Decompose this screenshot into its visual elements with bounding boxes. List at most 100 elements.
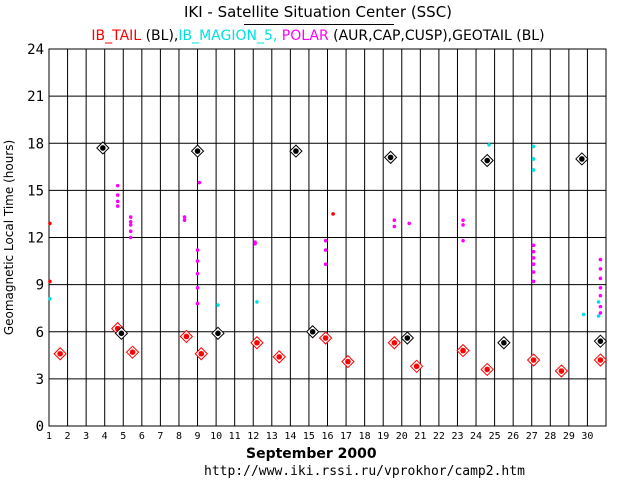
data-point <box>484 157 490 164</box>
data-point <box>215 330 221 337</box>
data-point <box>391 339 398 346</box>
data-point <box>118 330 125 337</box>
data-point <box>195 285 200 290</box>
data-point <box>461 218 465 223</box>
data-point <box>182 215 187 219</box>
x-tick-label: 27 <box>526 431 538 442</box>
data-point <box>115 193 120 197</box>
data-point <box>345 358 351 365</box>
x-tick-label: 17 <box>340 431 352 442</box>
x-tick-label: 20 <box>396 431 408 442</box>
x-tick-label: 26 <box>507 431 519 442</box>
data-point <box>596 314 601 318</box>
x-tick-label: 22 <box>433 431 445 442</box>
data-point <box>598 285 603 290</box>
x-tick-label: 28 <box>544 431 556 442</box>
data-point <box>558 368 565 374</box>
x-axis-month-label: September 2000 <box>246 446 377 462</box>
x-tick-label: 18 <box>359 431 371 442</box>
data-point <box>501 339 507 346</box>
data-point <box>387 154 394 161</box>
data-point <box>531 256 536 260</box>
data-point <box>598 293 603 298</box>
data-point <box>596 300 601 304</box>
y-tick-label: 9 <box>36 278 44 294</box>
subtitle-part: IB_TAIL <box>91 28 142 44</box>
x-tick-label: 5 <box>120 431 126 442</box>
plot-frame <box>48 48 607 427</box>
data-point <box>323 248 328 252</box>
x-tick-label: 24 <box>470 431 482 442</box>
data-point <box>195 271 200 276</box>
x-tick-label: 19 <box>377 431 389 442</box>
x-tick-label: 29 <box>563 431 575 442</box>
y-tick-label: 6 <box>36 325 44 341</box>
x-tick-label: 30 <box>581 431 593 442</box>
data-point <box>331 212 335 216</box>
data-point <box>323 262 328 267</box>
data-point <box>48 279 52 284</box>
data-point <box>407 221 411 226</box>
x-tick-label: 1 <box>46 431 52 442</box>
data-point <box>461 238 465 243</box>
title-underline <box>244 24 394 25</box>
x-tick-label: 21 <box>414 431 426 442</box>
data-point <box>531 270 536 274</box>
data-point <box>183 333 190 340</box>
x-tick-label: 2 <box>65 431 71 442</box>
data-point <box>309 328 316 335</box>
data-point <box>254 339 260 346</box>
y-tick-label: 18 <box>27 136 44 152</box>
data-point <box>129 349 136 355</box>
data-point <box>253 241 257 246</box>
data-point <box>48 221 52 226</box>
subtitle-part: POLAR <box>277 28 329 44</box>
data-point <box>392 218 397 223</box>
data-point <box>530 357 537 363</box>
data-point <box>197 180 202 185</box>
data-point <box>460 347 466 354</box>
y-axis-label: Geomagnetic Local Time (hours) <box>2 140 16 335</box>
x-tick-label: 10 <box>210 431 222 442</box>
x-tick-label: 8 <box>176 431 182 442</box>
y-tick-label: 21 <box>27 89 44 105</box>
y-tick-label: 12 <box>27 231 44 247</box>
data-point <box>413 363 420 370</box>
data-point <box>293 148 299 154</box>
x-tick-label: 9 <box>195 431 201 442</box>
data-point <box>531 249 536 254</box>
data-point <box>461 223 465 227</box>
data-point <box>597 338 604 344</box>
data-point <box>195 301 200 306</box>
data-point <box>115 199 120 204</box>
data-point <box>115 204 120 208</box>
y-tick-label: 15 <box>27 183 44 199</box>
x-tick-label: 4 <box>102 431 108 442</box>
data-point <box>276 354 283 360</box>
x-tick-label: 25 <box>489 431 501 442</box>
data-point <box>128 229 133 234</box>
x-tick-label: 14 <box>284 431 296 442</box>
data-point <box>194 148 201 154</box>
data-point <box>531 168 536 172</box>
data-point <box>392 224 397 229</box>
data-point <box>531 279 536 284</box>
data-point <box>531 243 536 248</box>
chart-title: IKI - Satellite Situation Center (SSC) <box>183 3 453 21</box>
source-url-link[interactable]: http://www.iki.rssi.ru/vprokhor/camp2.ht… <box>204 464 525 479</box>
data-point <box>487 143 491 147</box>
data-point <box>128 215 133 219</box>
data-point <box>598 276 603 281</box>
data-point <box>216 303 220 307</box>
x-tick-label: 11 <box>229 431 241 442</box>
x-tick-label: 12 <box>247 431 259 442</box>
data-point <box>531 157 536 161</box>
x-tick-label: 6 <box>139 431 145 442</box>
x-tick-label: 23 <box>451 431 463 442</box>
data-point <box>484 366 490 373</box>
data-point <box>195 259 200 263</box>
data-point <box>531 144 536 149</box>
data-point <box>322 335 329 341</box>
chart-subtitle: IB_TAIL (BL),IB_MAGION_5, POLAR (AUR,CAP… <box>0 27 636 45</box>
